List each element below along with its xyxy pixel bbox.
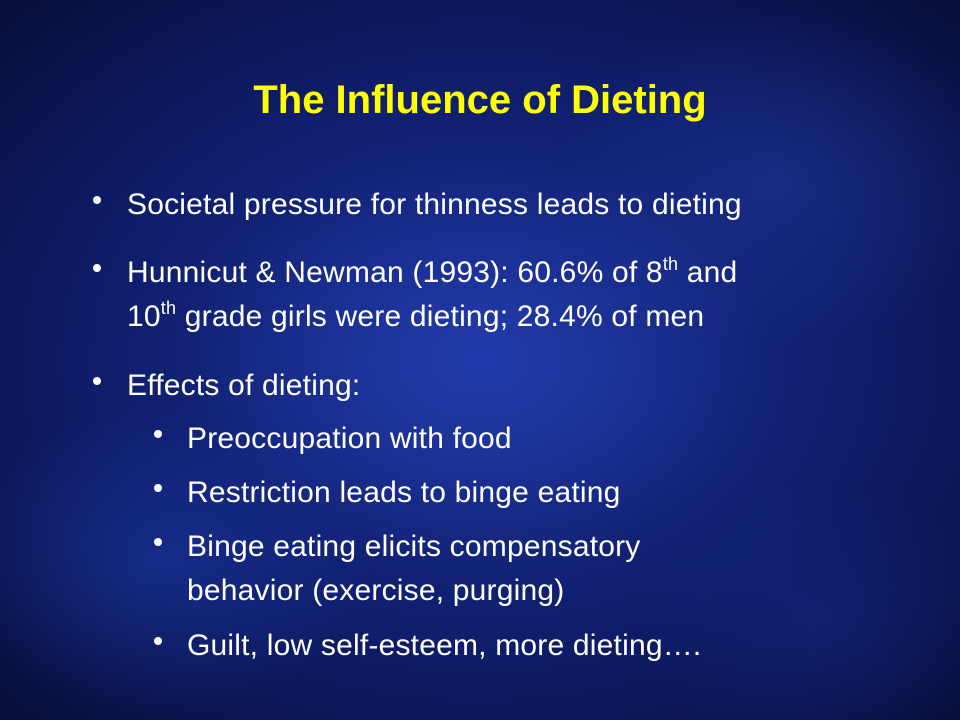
- subbullet-dot: [154, 484, 162, 492]
- text-run: Hunnicut & Newman (1993): 60.6% of 8: [127, 256, 663, 289]
- subbullet-text: Guilt, low self-esteem, more dieting….: [187, 629, 702, 662]
- subbullet-text: behavior (exercise, purging): [187, 574, 565, 607]
- bullet-text: Societal pressure for thinness leads to …: [127, 188, 742, 221]
- subbullet-dot: [154, 538, 162, 546]
- subbullet-text: Binge eating elicits compensatory: [187, 530, 641, 563]
- text-run: 10: [127, 300, 161, 333]
- text-run: and: [678, 256, 738, 289]
- superscript: th: [662, 254, 679, 274]
- subbullet-text: Preoccupation with food: [187, 422, 512, 455]
- subbullet-dot: [154, 430, 162, 438]
- subbullet-dot: [154, 637, 162, 645]
- subbullet-text: Restriction leads to binge eating: [187, 476, 621, 509]
- bullet-text: Effects of dieting:: [127, 369, 361, 402]
- bullet-dot: [93, 264, 101, 272]
- text-run: grade girls were dieting; 28.4% of men: [176, 300, 705, 333]
- bullet-dot: [93, 377, 101, 385]
- slide-title: The Influence of Dieting: [253, 78, 707, 122]
- bullet-text: Hunnicut & Newman (1993): 60.6% of 8th a…: [127, 251, 737, 339]
- bullet-dot: [93, 196, 101, 204]
- superscript: th: [160, 298, 177, 318]
